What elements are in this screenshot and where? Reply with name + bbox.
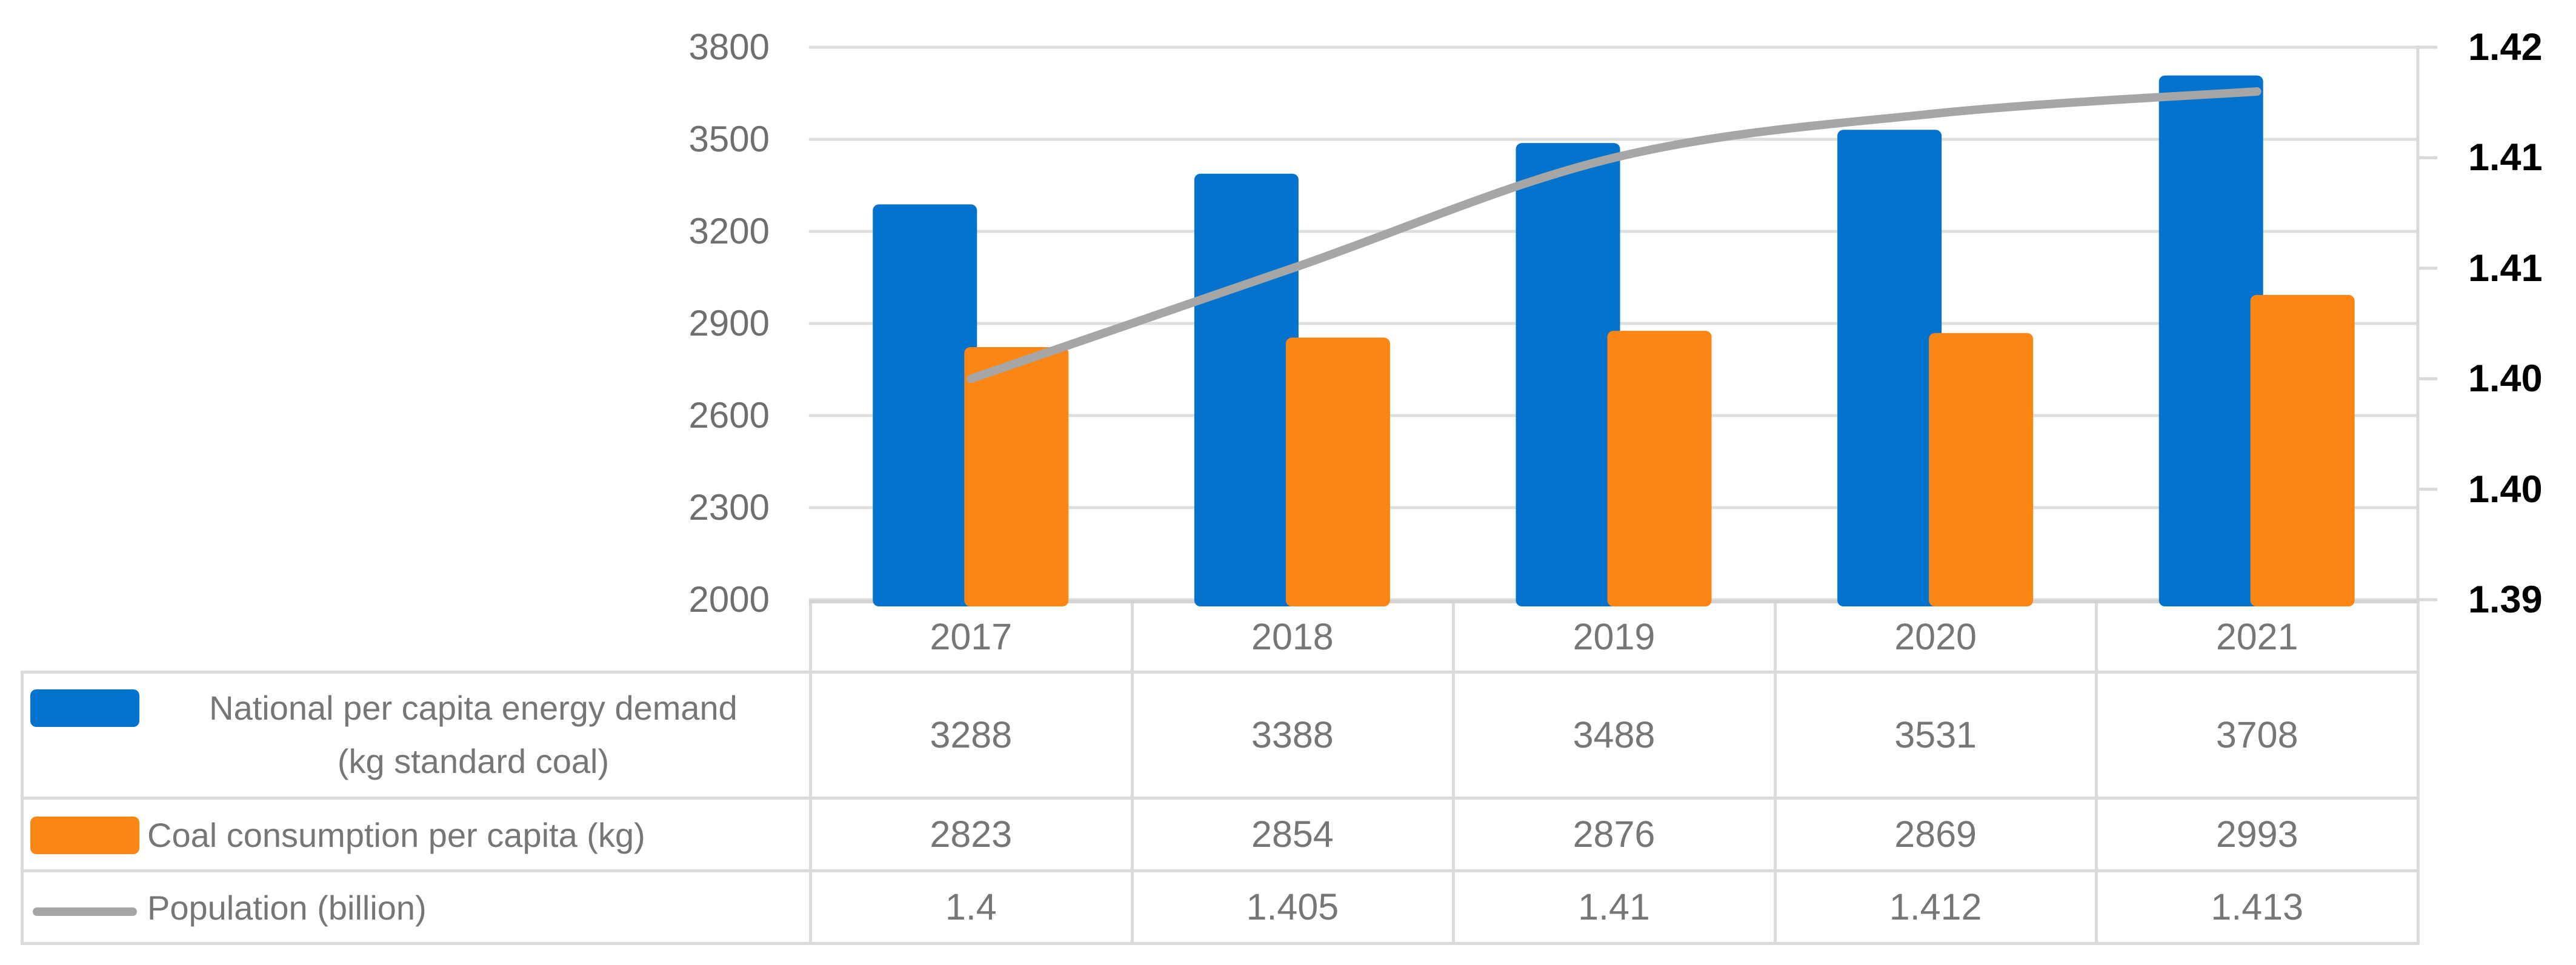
table-vertical-border [1773,600,1777,944]
table-vertical-border [2095,600,2098,944]
value-cell: 1.4 [945,886,997,927]
right-axis-tick-label: 1.39 [2468,579,2543,621]
bar-series1-2019 [1516,143,1620,606]
bar-series1-2018 [1194,173,1299,606]
legend-label: Population (billion) [147,889,427,927]
value-cell: 3531 [1894,714,1977,755]
value-cell: 2869 [1894,814,1977,855]
left-axis-tick-label: 2600 [688,395,770,436]
value-cell: 1.41 [1578,886,1650,927]
table-horizontal-border [21,869,2419,872]
value-cell: 2876 [1573,814,1656,855]
right-axis-tick-label: 1.42 [2468,26,2543,68]
table-vertical-border [2417,600,2420,944]
left-axis-tick-label: 3200 [688,211,770,251]
value-cell: 1.413 [2211,886,2304,927]
right-axis-tick-label: 1.41 [2468,136,2543,179]
legend-swatch-population [33,907,137,916]
left-axis-tick-label: 2300 [688,487,770,528]
bar-series1-2020 [1837,130,1942,606]
legend-label: National per capita energy demand (kg sta… [147,681,799,788]
left-axis-tick-label: 2000 [688,579,770,620]
value-cell: 3388 [1251,714,1334,755]
value-cell: 2823 [930,814,1013,855]
value-cell: 3708 [2215,714,2298,755]
year-cell: 2021 [2215,616,2298,657]
year-cell: 2018 [1251,616,1334,657]
year-cell: 2017 [930,616,1013,657]
legend-swatch-energy-demand [30,689,139,727]
value-cell: 2854 [1251,814,1334,855]
legend-label-line: (kg standard coal) [337,742,610,780]
right-axis-tick-label: 1.41 [2468,247,2543,290]
year-cell: 2019 [1573,616,1656,657]
legend-cell-series2: Coal consumption per capita (kg) [23,799,808,869]
bar-series2-2021 [2250,294,2355,606]
table-left-border [21,671,24,944]
value-cell: 2993 [2215,814,2298,855]
bar-series2-2020 [1929,333,2034,606]
population-line [967,87,2261,383]
right-axis-tick-label: 1.40 [2468,468,2543,511]
legend-label-line: National per capita energy demand [209,689,737,727]
bar-series2-2018 [1285,337,1390,606]
value-cell: 1.412 [1889,886,1982,927]
table-vertical-border [809,600,812,944]
table-horizontal-border [21,797,2419,800]
left-axis-tick-label: 3500 [688,119,770,159]
table-horizontal-border [21,671,2419,674]
left-axis-tick-label: 3800 [688,27,770,67]
table-vertical-border [1452,600,1456,944]
value-cell: 3288 [930,714,1013,755]
legend-cell-series3: Population (billion) [23,872,808,942]
legend-label: Coal consumption per capita (kg) [147,816,645,854]
table-vertical-border [1130,600,1134,944]
bar-series1-2017 [873,204,977,606]
bar-series2-2019 [1607,331,1712,606]
legend-cell-series1: National per capita energy demand (kg sta… [23,673,808,797]
year-cell: 2020 [1894,616,1977,657]
left-axis-tick-label: 2900 [688,303,770,343]
table-horizontal-border [21,942,2419,945]
bar-series1-2021 [2158,75,2263,606]
bar-series2-2017 [964,347,1069,606]
legend-swatch-coal [30,817,139,854]
right-axis-tick-label: 1.40 [2468,357,2543,400]
value-cell: 1.405 [1246,886,1339,927]
value-cell: 3488 [1573,714,1656,755]
